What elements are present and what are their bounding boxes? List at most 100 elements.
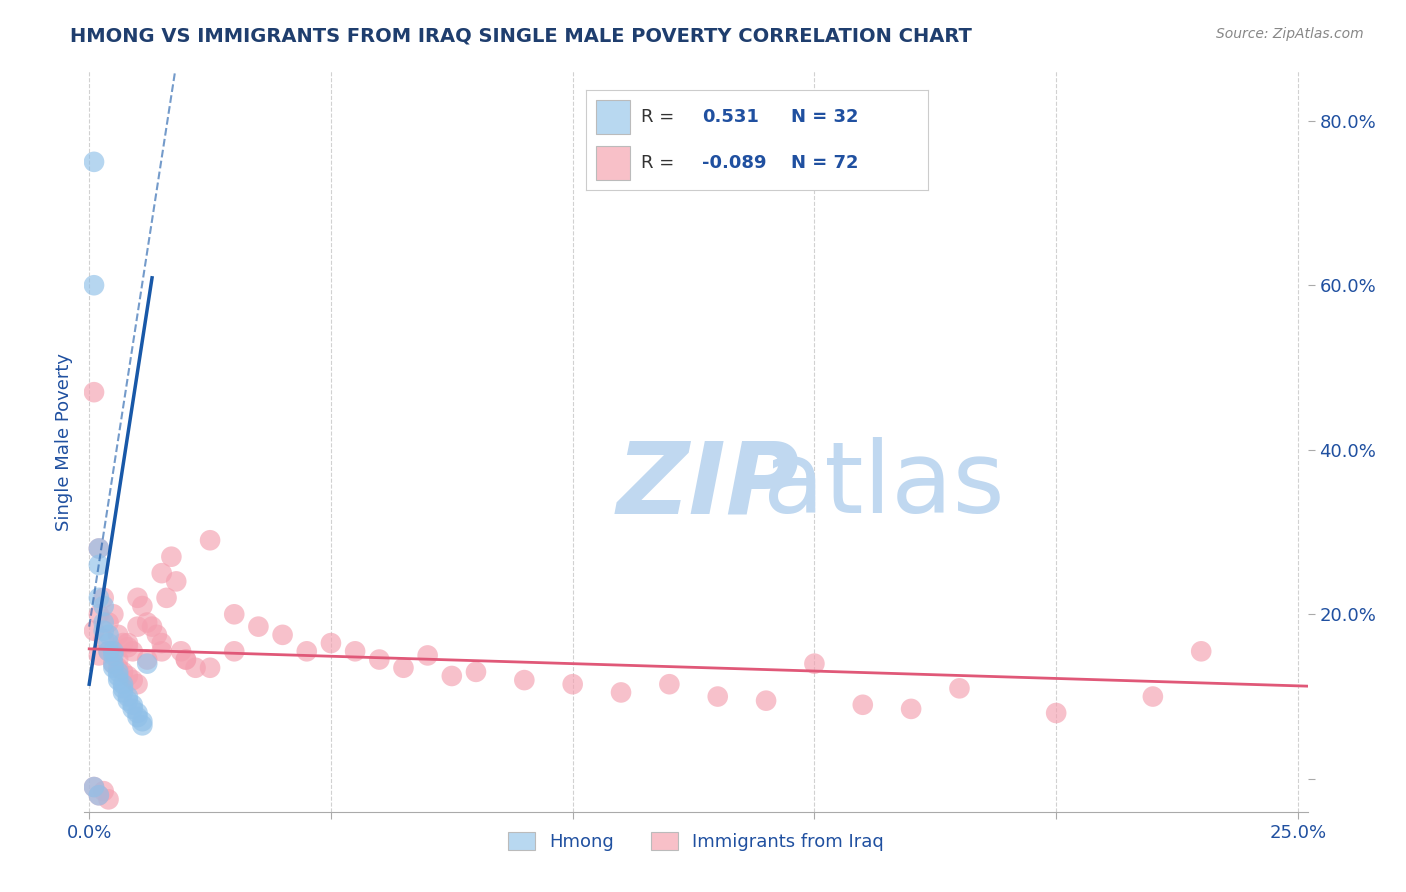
Point [107, 665, 129, 679]
Point [93, 784, 115, 798]
Point [83, 624, 105, 638]
Point [103, 648, 125, 663]
Point [93, 615, 115, 630]
Point [97, 644, 120, 658]
Point [93, 632, 115, 646]
Point [103, 657, 125, 671]
Point [83, 780, 105, 794]
Point [136, 615, 159, 630]
Point [103, 644, 125, 658]
Point [107, 669, 129, 683]
Point [127, 710, 149, 724]
Point [900, 702, 922, 716]
Point [416, 648, 439, 663]
Point [127, 591, 149, 605]
Point [170, 644, 193, 658]
Point [103, 661, 125, 675]
Point [150, 636, 173, 650]
Point [112, 677, 135, 691]
Point [87, 789, 110, 803]
Point [368, 652, 391, 666]
Point [561, 677, 583, 691]
Point [112, 636, 135, 650]
Text: ZIP: ZIP [616, 437, 800, 534]
Point [440, 669, 463, 683]
Point [97, 628, 120, 642]
Point [610, 685, 633, 699]
Point [295, 644, 318, 658]
Point [198, 533, 221, 548]
Point [174, 652, 197, 666]
Text: HMONG VS IMMIGRANTS FROM IRAQ SINGLE MALE POVERTY CORRELATION CHART: HMONG VS IMMIGRANTS FROM IRAQ SINGLE MAL… [70, 27, 972, 45]
Point [131, 599, 153, 613]
Point [174, 652, 197, 666]
Point [319, 636, 342, 650]
Point [87, 558, 110, 572]
Point [755, 694, 778, 708]
Point [87, 789, 110, 803]
Point [83, 154, 105, 169]
Point [121, 698, 143, 712]
Point [141, 619, 163, 633]
Text: atlas: atlas [763, 437, 1005, 534]
Point [247, 619, 270, 633]
Point [344, 644, 367, 658]
Point [83, 780, 105, 794]
Point [103, 644, 125, 658]
Point [87, 607, 110, 622]
Point [87, 591, 110, 605]
Point [224, 644, 246, 658]
Point [107, 652, 129, 666]
Point [150, 566, 173, 581]
Point [948, 681, 970, 696]
Point [127, 706, 149, 720]
Point [198, 661, 221, 675]
Point [121, 644, 143, 658]
Point [112, 681, 135, 696]
Point [87, 648, 110, 663]
Point [97, 792, 120, 806]
Point [1045, 706, 1067, 720]
Point [852, 698, 875, 712]
Point [97, 644, 120, 658]
Point [93, 624, 115, 638]
Point [107, 661, 129, 675]
Point [103, 607, 125, 622]
Point [117, 669, 139, 683]
Point [112, 665, 135, 679]
Point [121, 702, 143, 716]
Point [271, 628, 294, 642]
Point [97, 615, 120, 630]
Point [117, 640, 139, 655]
Point [136, 652, 159, 666]
Point [107, 673, 129, 687]
Point [706, 690, 728, 704]
Point [150, 644, 173, 658]
Legend: Hmong, Immigrants from Iraq: Hmong, Immigrants from Iraq [501, 824, 891, 858]
Point [97, 636, 120, 650]
Point [127, 619, 149, 633]
Point [155, 591, 177, 605]
Point [117, 690, 139, 704]
Point [513, 673, 536, 687]
Y-axis label: Single Male Poverty: Single Male Poverty [55, 352, 73, 531]
Point [165, 574, 187, 589]
Point [93, 599, 115, 613]
Point [93, 591, 115, 605]
Point [83, 385, 105, 400]
Point [1189, 644, 1212, 658]
Point [87, 541, 110, 556]
Point [87, 541, 110, 556]
Point [803, 657, 825, 671]
Point [103, 644, 125, 658]
Point [131, 714, 153, 729]
Point [117, 636, 139, 650]
Point [83, 278, 105, 293]
Text: Source: ZipAtlas.com: Source: ZipAtlas.com [1216, 27, 1364, 41]
Point [131, 718, 153, 732]
Point [1142, 690, 1164, 704]
Point [658, 677, 681, 691]
Point [146, 628, 169, 642]
Point [103, 657, 125, 671]
Point [112, 685, 135, 699]
